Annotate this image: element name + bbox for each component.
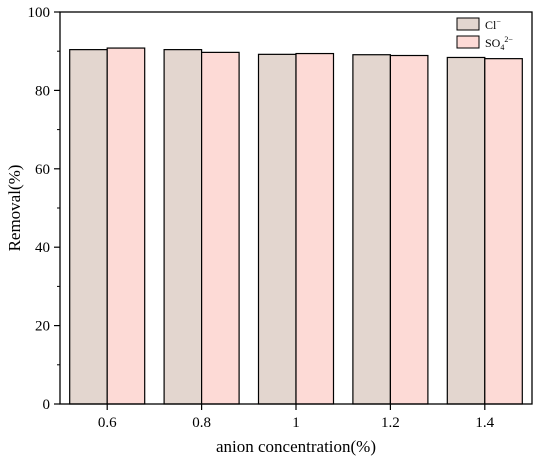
y-tick-label: 20	[35, 319, 50, 335]
x-axis-label: anion concentration(%)	[216, 437, 376, 456]
y-axis-label: Removal(%)	[5, 165, 24, 252]
x-tick-label: 1.2	[381, 415, 400, 431]
x-tick-label: 1.4	[475, 415, 494, 431]
bar-cl-1	[257, 53, 297, 405]
legend: Cl− SO42−	[456, 17, 513, 52]
y-tick-label: 60	[35, 162, 50, 178]
bar-cl-1.2	[352, 54, 391, 405]
legend-label: SO42−	[485, 35, 513, 52]
bar-so-1.4	[484, 58, 523, 405]
bar-so-0.8	[201, 51, 240, 405]
y-tick-label: 100	[28, 5, 51, 21]
bar-so-0.6	[106, 47, 146, 405]
bar-cl-1.4	[446, 56, 486, 405]
x-tick-label: 0.8	[192, 415, 211, 431]
axes-group: 0 20 40 60 80 100 0.6 0.8 1 1.2 1.4	[28, 5, 533, 431]
y-tick-label: 0	[43, 397, 51, 413]
bar-so-1	[295, 52, 335, 405]
legend-label: Cl−	[485, 17, 501, 32]
legend-swatch	[456, 17, 480, 31]
bars-group	[69, 47, 523, 405]
bar-cl-0.8	[163, 49, 203, 405]
bar-so-1.2	[389, 54, 429, 405]
y-tick-label: 40	[35, 240, 50, 256]
y-tick-label: 80	[35, 83, 50, 99]
bar-cl-0.6	[69, 49, 108, 405]
x-tick-label: 1	[292, 415, 300, 431]
legend-swatch	[456, 35, 480, 49]
x-tick-label: 0.6	[98, 415, 117, 431]
